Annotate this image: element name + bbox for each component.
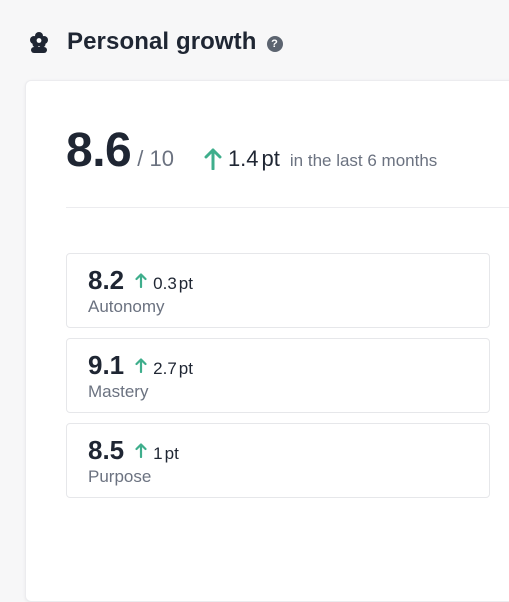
overall-delta-value: 1.4 [227,146,259,171]
metric-label: Mastery [88,382,149,401]
overall-summary: 8.6 / 10 1.4 pt in the last 6 months [66,123,437,178]
growth-card: 8.6 / 10 1.4 pt in the last 6 months 8.2… [25,80,509,602]
arrow-up-icon [135,273,147,288]
metric-card-purpose[interactable]: 8.5 1 pt Purpose [66,423,490,498]
metric-score: 8.5 [88,435,125,465]
metric-score: 8.2 [88,265,125,295]
section-header: Personal growth ? [27,28,283,56]
metric-unit: pt [178,274,193,293]
metric-unit: pt [164,444,179,463]
metric-delta: 1 [153,444,163,463]
help-icon[interactable]: ? [266,36,283,52]
metric-label: Purpose [88,467,152,486]
overall-scale: / 10 [137,146,174,171]
overall-score: 8.6 [66,124,132,177]
metric-unit: pt [178,359,193,378]
metric-label: Autonomy [88,297,165,316]
divider [66,207,509,208]
metric-card-autonomy[interactable]: 8.2 0.3 pt Autonomy [66,253,490,328]
overall-delta-unit: pt [261,146,280,171]
metric-delta: 0.3 [153,274,177,293]
metric-delta: 2.7 [153,359,177,378]
flower-icon [30,32,48,53]
page-title: Personal growth [67,28,257,55]
arrow-up-icon [135,443,147,458]
arrow-up-icon [204,148,222,170]
overall-delta: 1.4 pt [204,146,280,172]
delta-period: in the last 6 months [289,151,438,170]
metric-card-mastery[interactable]: 9.1 2.7 pt Mastery [66,338,490,413]
arrow-up-icon [135,358,147,373]
metric-score: 9.1 [88,350,125,380]
